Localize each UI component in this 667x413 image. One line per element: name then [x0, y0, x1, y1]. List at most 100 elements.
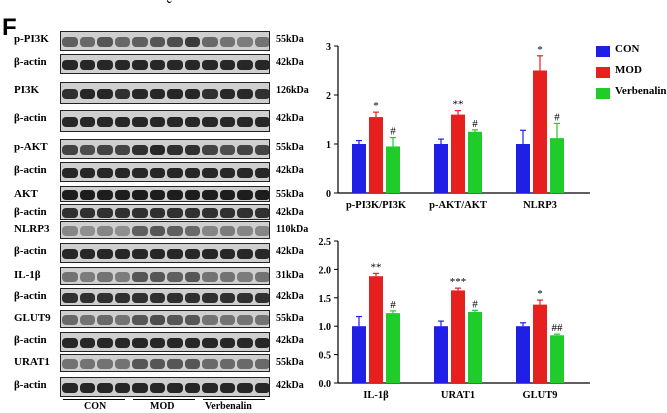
blot-band [149, 383, 165, 393]
blot-size-label: 42kDa [276, 113, 304, 124]
blot-band [79, 383, 95, 393]
y-tick-label: 1 [326, 140, 331, 151]
blot-band [79, 37, 95, 47]
blot-band [79, 359, 95, 369]
blot-band [97, 338, 113, 348]
blot-band [79, 338, 95, 348]
blot-band [219, 117, 235, 127]
blot-band [237, 249, 253, 259]
blot-band [114, 359, 130, 369]
blot-protein-label: β-actin [14, 379, 47, 391]
blot-band [184, 168, 200, 178]
bar-con [352, 144, 366, 193]
blot-image [60, 243, 270, 263]
blot-band [202, 226, 218, 236]
legend-label-verbenalin: Verbenalin [615, 85, 667, 97]
blot-band [79, 190, 95, 200]
blot-size-label: 42kDa [276, 57, 304, 68]
blot-band [237, 315, 253, 325]
significance-mark: # [472, 118, 478, 130]
blot-band [62, 60, 78, 70]
blot-size-label: 110kDa [276, 224, 309, 235]
blot-image [60, 31, 270, 51]
blot-band [149, 117, 165, 127]
blot-band [254, 293, 269, 303]
blot-protein-label: β-actin [14, 164, 47, 176]
blot-band [97, 249, 113, 259]
legend-label-con: CON [615, 43, 640, 55]
blot-band [254, 338, 269, 348]
blot-band [254, 359, 269, 369]
blot-protein-label: β-actin [14, 206, 47, 218]
blot-band [114, 315, 130, 325]
y-tick-label: 0 [326, 189, 331, 200]
chart-legend: CON MOD Verbenalin [596, 43, 667, 106]
blot-band [219, 208, 235, 218]
blot-band [114, 272, 130, 282]
blot-band [184, 272, 200, 282]
blot-band [202, 208, 218, 218]
blot-band [184, 293, 200, 303]
blot-protein-label: NLRP3 [14, 223, 50, 235]
blot-band [79, 249, 95, 259]
blot-band [202, 89, 218, 99]
blot-image [60, 139, 270, 159]
blot-band [114, 338, 130, 348]
blot-band [97, 315, 113, 325]
blot-band [132, 249, 148, 259]
blot-band [254, 208, 269, 218]
blot-band [219, 190, 235, 200]
blot-row: β-actin 42kDa [0, 110, 330, 132]
blot-band [167, 315, 183, 325]
blot-protein-label: β-actin [14, 56, 47, 68]
blot-band [132, 89, 148, 99]
blot-group-label-mod: MOD [150, 401, 175, 412]
blot-band [184, 208, 200, 218]
blot-band [219, 168, 235, 178]
blot-group-label-verbenalin: Verbenalin [205, 401, 252, 412]
blot-band [79, 226, 95, 236]
blot-band [254, 226, 269, 236]
blot-band [202, 190, 218, 200]
blot-band [114, 190, 130, 200]
blot-band [114, 249, 130, 259]
blot-band [184, 338, 200, 348]
blot-band [237, 226, 253, 236]
blot-image [60, 204, 270, 220]
blot-band [254, 145, 269, 155]
blot-band [114, 145, 130, 155]
bar-mod [369, 276, 383, 383]
blot-band [62, 37, 78, 47]
blot-size-label: 55kDa [276, 142, 304, 153]
blot-size-label: 55kDa [276, 313, 304, 324]
blot-band [184, 249, 200, 259]
blot-band [219, 60, 235, 70]
blot-image [60, 82, 270, 104]
blot-band [167, 37, 183, 47]
y-tick-label: 2 [326, 91, 331, 102]
blot-band [184, 315, 200, 325]
bar-mod [451, 114, 465, 193]
blot-band [97, 37, 113, 47]
blot-band [184, 383, 200, 393]
x-category-label: URAT1 [441, 390, 475, 401]
blot-band [254, 315, 269, 325]
blot-protein-label: PI3K [14, 84, 40, 96]
blot-image [60, 288, 270, 306]
blot-band [167, 190, 183, 200]
blot-band [114, 293, 130, 303]
blot-band [62, 168, 78, 178]
blot-size-label: 42kDa [276, 207, 304, 218]
blot-band [62, 226, 78, 236]
blot-band [219, 145, 235, 155]
blot-band [97, 293, 113, 303]
legend-item-verbenalin: Verbenalin [596, 85, 667, 106]
x-category-label: IL-1β [363, 390, 389, 401]
blot-protein-label: GLUT9 [14, 312, 51, 324]
blot-band [97, 359, 113, 369]
blot-size-label: 42kDa [276, 291, 304, 302]
blot-band [132, 293, 148, 303]
blot-band [114, 117, 130, 127]
x-category-label: p-PI3K/PI3K [346, 200, 407, 211]
blot-band [254, 117, 269, 127]
